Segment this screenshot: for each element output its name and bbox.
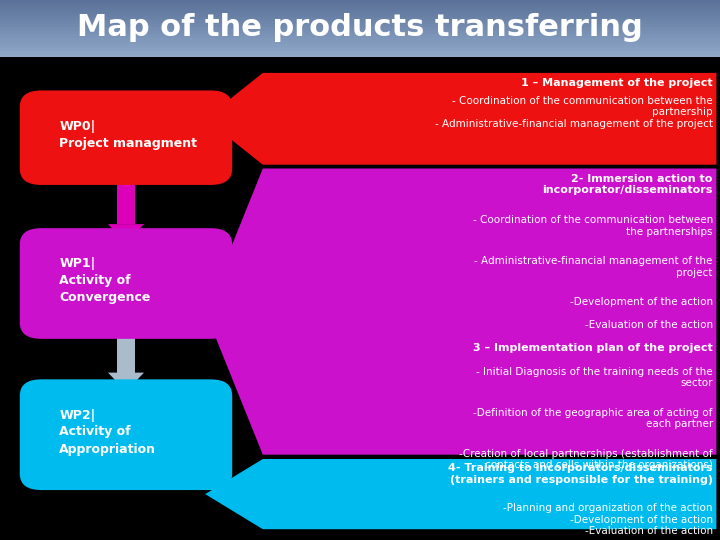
FancyBboxPatch shape	[0, 39, 720, 41]
FancyBboxPatch shape	[0, 1, 720, 3]
Text: 2- Immersion action to
incorporator/disseminators: 2- Immersion action to incorporator/diss…	[542, 174, 713, 195]
FancyBboxPatch shape	[19, 379, 232, 490]
FancyBboxPatch shape	[0, 26, 720, 28]
FancyBboxPatch shape	[0, 42, 720, 44]
Text: Map of the products transferring: Map of the products transferring	[77, 12, 643, 42]
Text: - Initial Diagnosis of the training needs of the
sector: - Initial Diagnosis of the training need…	[476, 367, 713, 388]
FancyBboxPatch shape	[0, 6, 720, 9]
FancyBboxPatch shape	[0, 53, 720, 55]
FancyBboxPatch shape	[0, 0, 720, 2]
FancyBboxPatch shape	[0, 19, 720, 21]
Text: - Coordination of the communication between
the partnerships: - Coordination of the communication betw…	[472, 215, 713, 237]
FancyBboxPatch shape	[117, 325, 135, 373]
FancyBboxPatch shape	[0, 4, 720, 5]
FancyBboxPatch shape	[0, 31, 720, 32]
Text: - Coordination of the communication between the
partnership
- Administrative-fin: - Coordination of the communication betw…	[435, 96, 713, 129]
FancyBboxPatch shape	[0, 22, 720, 24]
FancyBboxPatch shape	[0, 33, 720, 36]
Text: WP2|
Activity of
Appropriation: WP2| Activity of Appropriation	[59, 408, 156, 456]
FancyBboxPatch shape	[0, 25, 720, 27]
FancyBboxPatch shape	[0, 14, 720, 16]
FancyBboxPatch shape	[0, 8, 720, 10]
FancyBboxPatch shape	[0, 49, 720, 51]
FancyBboxPatch shape	[0, 48, 720, 50]
Text: -Development of the action: -Development of the action	[570, 297, 713, 307]
Polygon shape	[108, 373, 144, 392]
FancyBboxPatch shape	[19, 228, 232, 339]
Text: WP1|
Activity of
Convergence: WP1| Activity of Convergence	[59, 257, 150, 305]
FancyBboxPatch shape	[0, 52, 720, 54]
Text: -Planning and organization of the action
-Development of the action
-Evaluation : -Planning and organization of the action…	[503, 503, 713, 536]
Text: 1 – Management of the project: 1 – Management of the project	[521, 78, 713, 89]
FancyBboxPatch shape	[0, 35, 720, 37]
FancyBboxPatch shape	[0, 21, 720, 23]
Polygon shape	[108, 224, 144, 243]
FancyBboxPatch shape	[0, 2, 720, 4]
Text: WP0|
Project managment: WP0| Project managment	[59, 120, 197, 150]
Polygon shape	[205, 168, 716, 455]
Polygon shape	[205, 459, 716, 529]
FancyBboxPatch shape	[0, 45, 720, 47]
Text: - Administrative-financial management of the
project: - Administrative-financial management of…	[474, 256, 713, 278]
Polygon shape	[205, 73, 716, 165]
FancyBboxPatch shape	[0, 38, 720, 40]
FancyBboxPatch shape	[0, 43, 720, 45]
FancyBboxPatch shape	[117, 171, 135, 224]
FancyBboxPatch shape	[0, 5, 720, 7]
FancyBboxPatch shape	[0, 55, 720, 57]
FancyBboxPatch shape	[0, 11, 720, 13]
Text: 3 – Implementation plan of the project: 3 – Implementation plan of the project	[473, 343, 713, 354]
FancyBboxPatch shape	[0, 28, 720, 30]
Text: -Evaluation of the action: -Evaluation of the action	[585, 320, 713, 330]
FancyBboxPatch shape	[0, 24, 720, 25]
FancyBboxPatch shape	[0, 32, 720, 34]
FancyBboxPatch shape	[0, 51, 720, 52]
Text: 4- Training to incorporators/disseminators
(trainers and responsible for the tra: 4- Training to incorporators/disseminato…	[448, 463, 713, 485]
FancyBboxPatch shape	[0, 9, 720, 11]
Text: -Definition of the geographic area of acting of
each partner: -Definition of the geographic area of ac…	[474, 408, 713, 429]
FancyBboxPatch shape	[0, 12, 720, 14]
FancyBboxPatch shape	[19, 90, 232, 185]
FancyBboxPatch shape	[0, 16, 720, 18]
Text: -Creation of local partnerships (establishment of
contacts and cells within the : -Creation of local partnerships (establi…	[459, 449, 713, 470]
FancyBboxPatch shape	[0, 36, 720, 38]
FancyBboxPatch shape	[0, 29, 720, 31]
FancyBboxPatch shape	[0, 15, 720, 17]
FancyBboxPatch shape	[0, 18, 720, 20]
FancyBboxPatch shape	[0, 46, 720, 48]
FancyBboxPatch shape	[0, 40, 720, 43]
